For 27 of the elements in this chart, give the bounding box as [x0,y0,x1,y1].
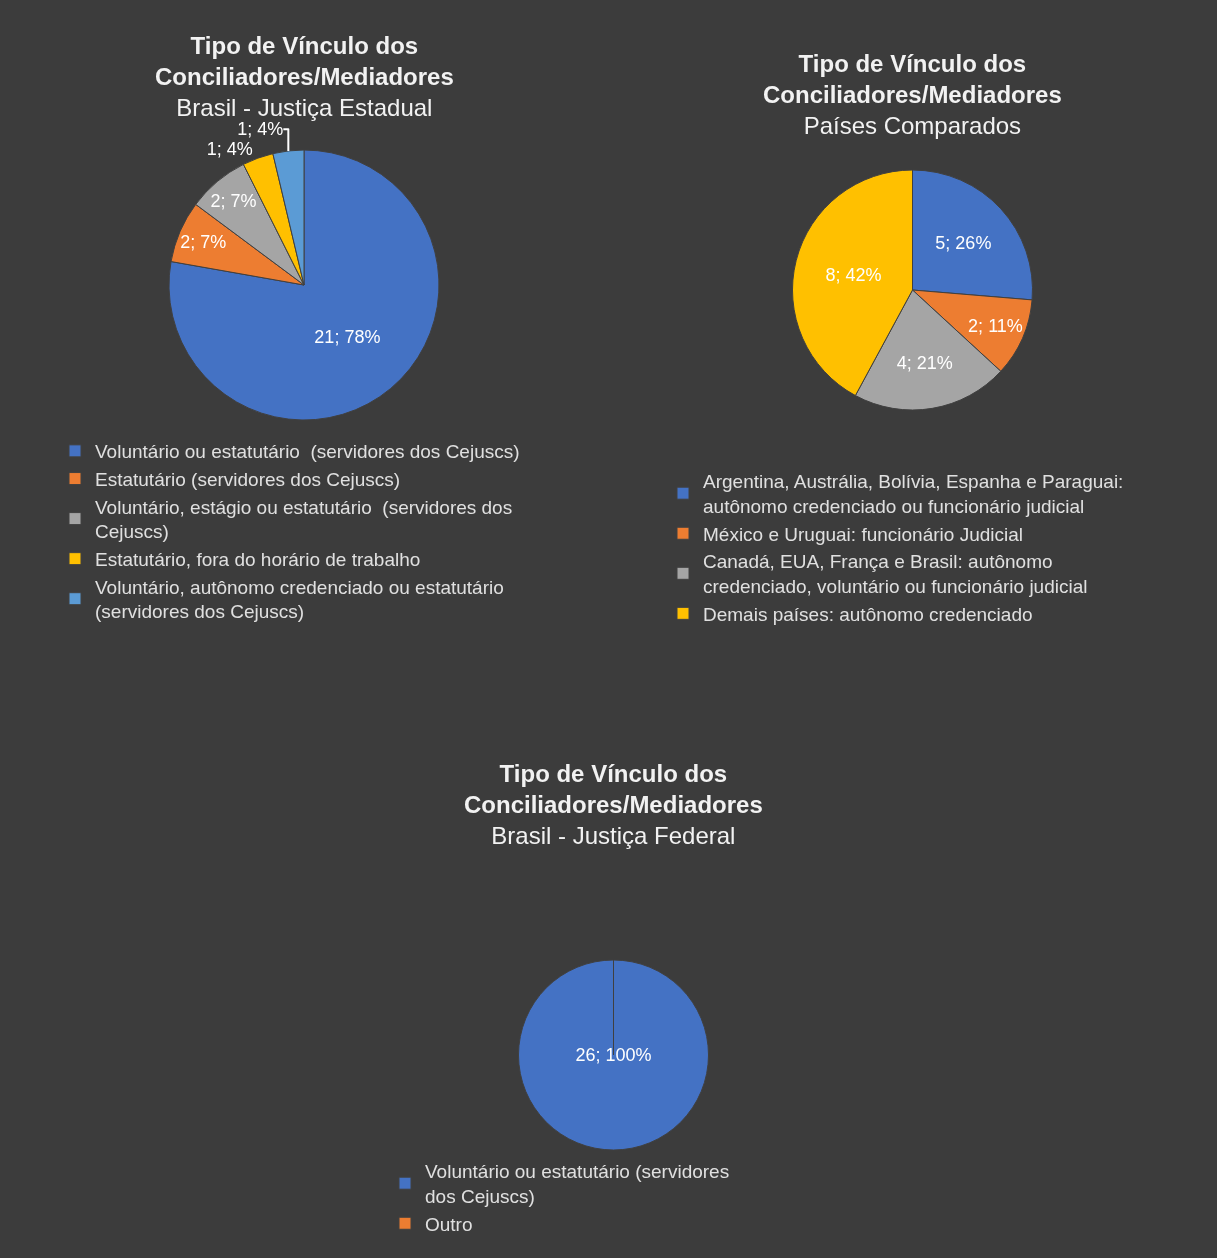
data-label: 2; 7% [210,190,257,211]
data-label: 2; 11% [968,316,1023,337]
data-label: 5; 26% [935,233,992,254]
chart-subtitle: Brasil - Justiça Federal [491,822,736,850]
legend-label: Outro [425,1213,473,1235]
data-label: 2; 7% [180,231,227,252]
legend-label: Argentina, Austrália, Bolívia, Espanha e Paraguai: autônomo credenciado ou funcionário judicial [703,471,1124,517]
data-label: 1; 4% [206,139,253,160]
legend-label: Demais países: autônomo credenciado [703,603,1033,625]
chart-title: Tipo de Vínculo dos Conciliadores/Mediadores [763,50,1062,109]
legend-label: Voluntário, autônomo credenciado ou estatutário (servidores dos Cejuscs) [95,576,504,623]
chart-title: Tipo de Vínculo dos Conciliadores/Mediadores [464,760,763,819]
chart-title: Tipo de Vínculo dos Conciliadores/Mediadores [155,32,454,91]
legend-label: Voluntário, estágio ou estatutário (servidores dos Cejuscs) [95,496,513,543]
chart-subtitle: Brasil - Justiça Estadual [176,94,433,122]
legend-label: Estatutário (servidores dos Cejuscs) [95,468,401,490]
legend-label: Voluntário ou estatutário (servidores dos Cejuscs) [425,1161,730,1207]
legend-label: Voluntário ou estatutário (servidores dos Cejuscs) [95,441,520,463]
chart-subtitle: Países Comparados [803,112,1022,140]
legend-label: México e Uruguai: funcionário Judicial [703,523,1023,545]
data-label: 21; 78% [314,326,381,347]
legend-label: Estatutário, fora do horário de trabalho [95,549,421,571]
data-label: 1; 4% [237,119,284,140]
data-label: 8; 42% [825,265,882,286]
legend-label: Canadá, EUA, França e Brasil: autônomo credenciado, voluntário ou funcionário judicial [703,551,1088,598]
data-label: 4; 21% [896,353,953,374]
data-label: 26; 100% [575,1045,652,1065]
